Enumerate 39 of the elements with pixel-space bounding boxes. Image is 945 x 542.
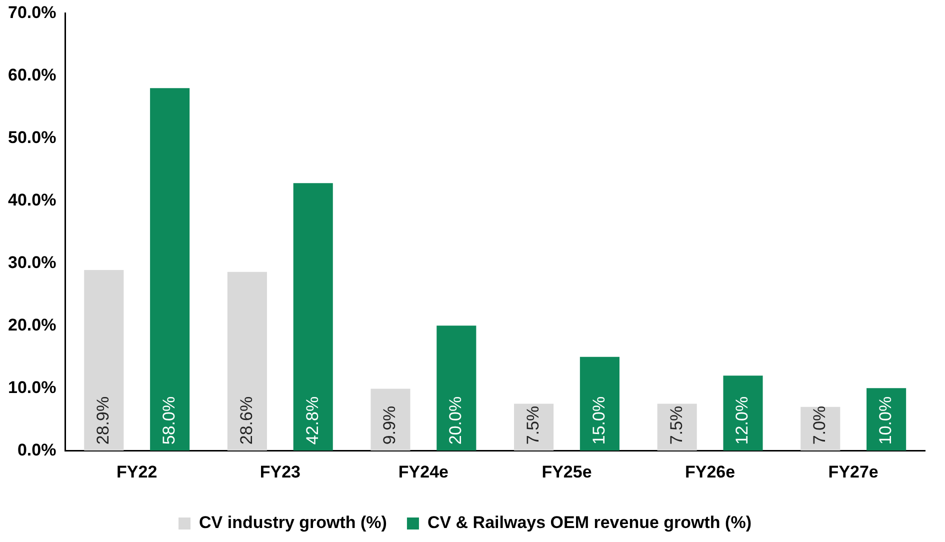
data-label: 7.0% (810, 406, 830, 445)
x-tick-label: FY23 (260, 462, 300, 482)
data-label: 12.0% (732, 396, 752, 445)
data-label: 7.5% (523, 406, 542, 445)
data-label: 28.9% (94, 396, 113, 445)
bar (84, 270, 124, 451)
bar (227, 272, 267, 451)
y-tick-label: 0.0% (17, 440, 56, 460)
data-label: 7.5% (666, 406, 686, 445)
data-label: 9.9% (380, 406, 400, 445)
data-label: 42.8% (302, 396, 322, 445)
y-tick-label: 70.0% (8, 2, 56, 22)
bar (293, 183, 333, 451)
y-tick-label: 20.0% (8, 315, 56, 334)
bar (866, 388, 906, 451)
x-tick-label: FY27e (828, 462, 878, 482)
bar (370, 388, 410, 451)
data-label: 10.0% (876, 396, 895, 445)
bar (723, 376, 763, 451)
y-tick-label: 50.0% (8, 128, 56, 147)
x-tick-label: FY22 (116, 462, 158, 482)
y-tick-label: 10.0% (8, 378, 56, 397)
y-tick-label: 30.0% (8, 252, 56, 272)
data-label: 15.0% (589, 396, 608, 445)
bar (436, 326, 476, 451)
legend-label: CV industry growth (%) (199, 513, 387, 532)
data-label: 58.0% (160, 396, 178, 445)
x-tick-label: FY25e (542, 462, 592, 482)
bar (580, 356, 620, 451)
data-label: 20.0% (446, 396, 466, 445)
y-tick-label: 40.0% (8, 190, 56, 210)
bar (514, 404, 554, 451)
x-tick-label: FY26e (685, 462, 736, 482)
y-tick-label: 60.0% (8, 65, 56, 84)
legend-label: CV & Railways OEM revenue growth (%) (427, 513, 752, 532)
bar (150, 88, 190, 451)
x-tick-label: FY24e (398, 462, 448, 482)
bar (657, 404, 697, 451)
data-label: 28.6% (236, 396, 256, 445)
